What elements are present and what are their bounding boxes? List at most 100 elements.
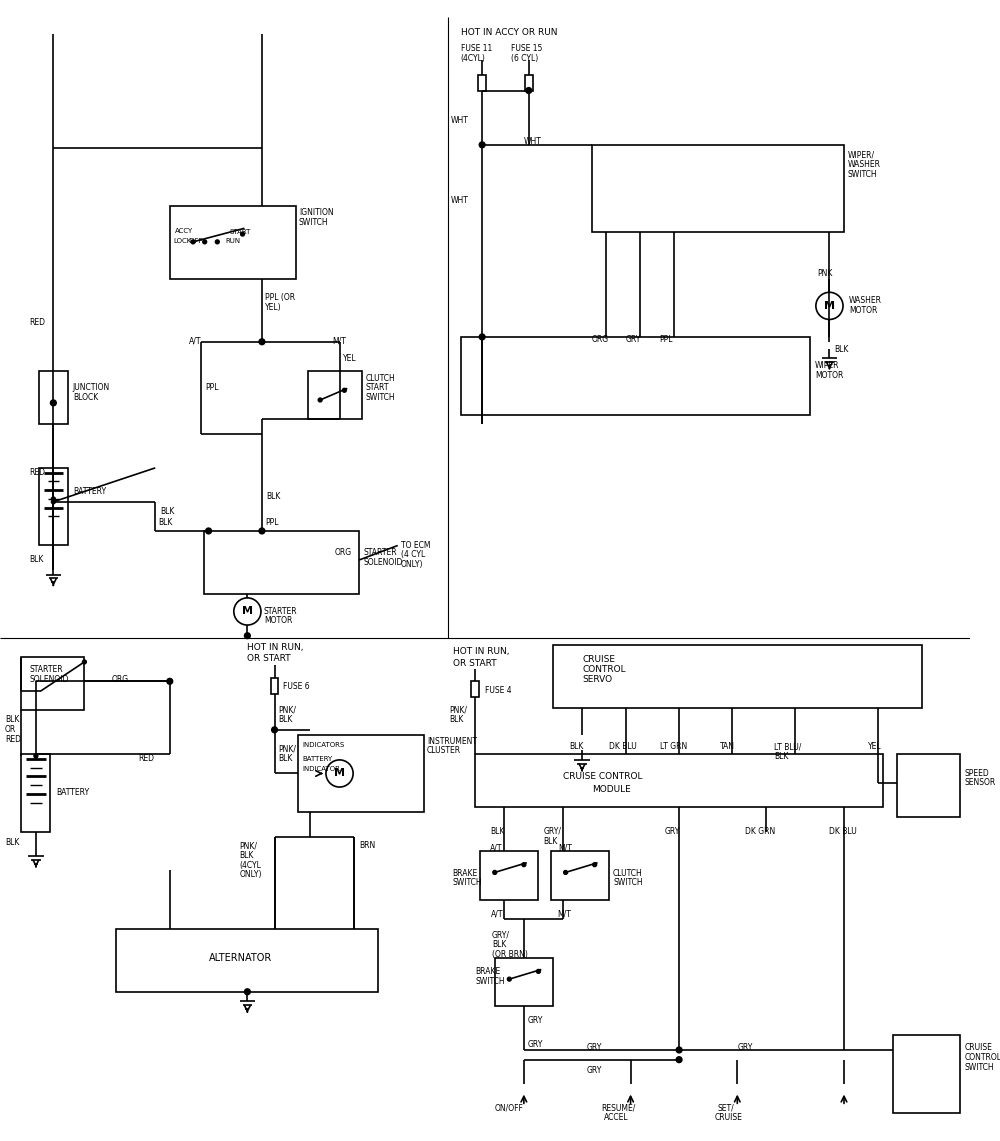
Text: BLK: BLK (543, 836, 558, 845)
Text: BRAKE: BRAKE (452, 868, 477, 877)
Text: PPL: PPL (206, 383, 219, 393)
Text: M: M (824, 301, 835, 310)
Bar (893, 1035, 960, 1112)
Text: RESUME/: RESUME/ (601, 1103, 636, 1112)
Text: BATTERY: BATTERY (303, 756, 333, 762)
Bar (271, 679, 278, 694)
Bar (308, 371, 362, 420)
Circle shape (479, 141, 485, 147)
Text: SWITCH: SWITCH (613, 879, 643, 888)
Text: ACCEL: ACCEL (604, 1112, 629, 1122)
Text: SOLENOID: SOLENOID (364, 558, 403, 567)
Bar (475, 754, 883, 808)
Text: CONTROL: CONTROL (582, 665, 626, 674)
Text: BLK: BLK (834, 345, 849, 354)
Text: LT BLU/: LT BLU/ (774, 743, 802, 752)
Bar (551, 851, 609, 899)
Text: IGNITION: IGNITION (299, 208, 333, 217)
Text: SWITCH: SWITCH (299, 218, 328, 227)
Text: PNK/: PNK/ (449, 705, 467, 714)
Circle shape (536, 970, 540, 973)
Text: BLK: BLK (158, 518, 173, 527)
Text: BLK: BLK (569, 743, 584, 752)
Text: GRY/: GRY/ (543, 827, 561, 836)
Text: STARTER: STARTER (264, 607, 297, 616)
Circle shape (676, 1057, 682, 1062)
Circle shape (244, 989, 250, 995)
Text: OR START: OR START (247, 654, 291, 663)
Circle shape (507, 977, 511, 981)
Bar (170, 207, 296, 278)
Bar (116, 929, 378, 992)
Text: ORG: ORG (592, 335, 609, 343)
Text: GRY: GRY (737, 1043, 753, 1052)
Text: GRY: GRY (528, 1041, 543, 1050)
Text: INSTRUMENT: INSTRUMENT (427, 737, 477, 745)
Text: BLK: BLK (5, 715, 19, 725)
Text: BATTERY: BATTERY (73, 487, 106, 496)
Text: PPL: PPL (265, 518, 278, 527)
Circle shape (203, 240, 207, 244)
Text: SENSOR: SENSOR (964, 778, 996, 787)
Text: DK BLU: DK BLU (609, 743, 637, 752)
Text: TAN: TAN (720, 743, 735, 752)
Circle shape (82, 659, 86, 664)
Text: STARTER: STARTER (364, 549, 397, 558)
Text: (4 CYL: (4 CYL (401, 550, 425, 559)
Text: MOTOR: MOTOR (815, 371, 843, 380)
Bar (471, 681, 479, 697)
Text: YEL: YEL (343, 355, 357, 363)
Text: ONLY): ONLY) (240, 871, 262, 880)
Circle shape (241, 232, 244, 236)
Text: (4CYL): (4CYL) (461, 54, 486, 63)
Text: BRAKE: BRAKE (475, 968, 501, 977)
Text: FUSE 6: FUSE 6 (283, 682, 310, 691)
Circle shape (215, 240, 219, 244)
Text: RED: RED (139, 754, 155, 763)
Text: WHT: WHT (524, 137, 542, 146)
Text: GRY: GRY (587, 1067, 602, 1076)
Text: ORG: ORG (112, 674, 129, 683)
Text: BLK: BLK (29, 556, 43, 564)
Text: SWITCH: SWITCH (964, 1062, 994, 1071)
Bar (298, 735, 424, 812)
Text: SOLENOID: SOLENOID (29, 674, 68, 683)
Text: RED: RED (29, 317, 45, 326)
Text: INDICATORS: INDICATORS (303, 743, 345, 748)
Text: GRY: GRY (626, 335, 641, 343)
Bar (21, 754, 50, 832)
Text: CRUISE: CRUISE (715, 1112, 743, 1122)
Text: OR START: OR START (453, 659, 497, 667)
Text: BLK: BLK (774, 752, 789, 761)
Text: PNK/: PNK/ (278, 744, 296, 753)
Text: SWITCH: SWITCH (366, 394, 395, 402)
Circle shape (50, 400, 56, 406)
Circle shape (522, 863, 526, 867)
Text: BLK: BLK (240, 851, 254, 860)
Circle shape (167, 679, 173, 685)
Text: CRUISE: CRUISE (582, 655, 615, 664)
Circle shape (564, 871, 568, 874)
Bar (204, 531, 359, 594)
Text: PPL: PPL (660, 335, 673, 343)
Text: ACCY: ACCY (175, 228, 193, 234)
Circle shape (342, 388, 346, 393)
Circle shape (259, 528, 265, 534)
Text: BLK: BLK (278, 715, 293, 725)
Text: BLK: BLK (5, 839, 19, 848)
Circle shape (493, 871, 497, 874)
Bar (480, 851, 538, 899)
Text: A/T: A/T (491, 909, 503, 919)
Text: START: START (366, 383, 389, 393)
Circle shape (34, 754, 38, 758)
Text: M/T: M/T (557, 909, 571, 919)
Bar (495, 957, 553, 1006)
Text: ON/OFF: ON/OFF (495, 1103, 524, 1112)
Text: DK GRN: DK GRN (745, 827, 775, 836)
Text: ONLY): ONLY) (401, 560, 423, 569)
Circle shape (191, 240, 195, 244)
Circle shape (272, 727, 277, 733)
Text: M/T: M/T (332, 337, 346, 346)
Bar (39, 468, 68, 545)
Text: CLUTCH: CLUTCH (613, 868, 643, 877)
